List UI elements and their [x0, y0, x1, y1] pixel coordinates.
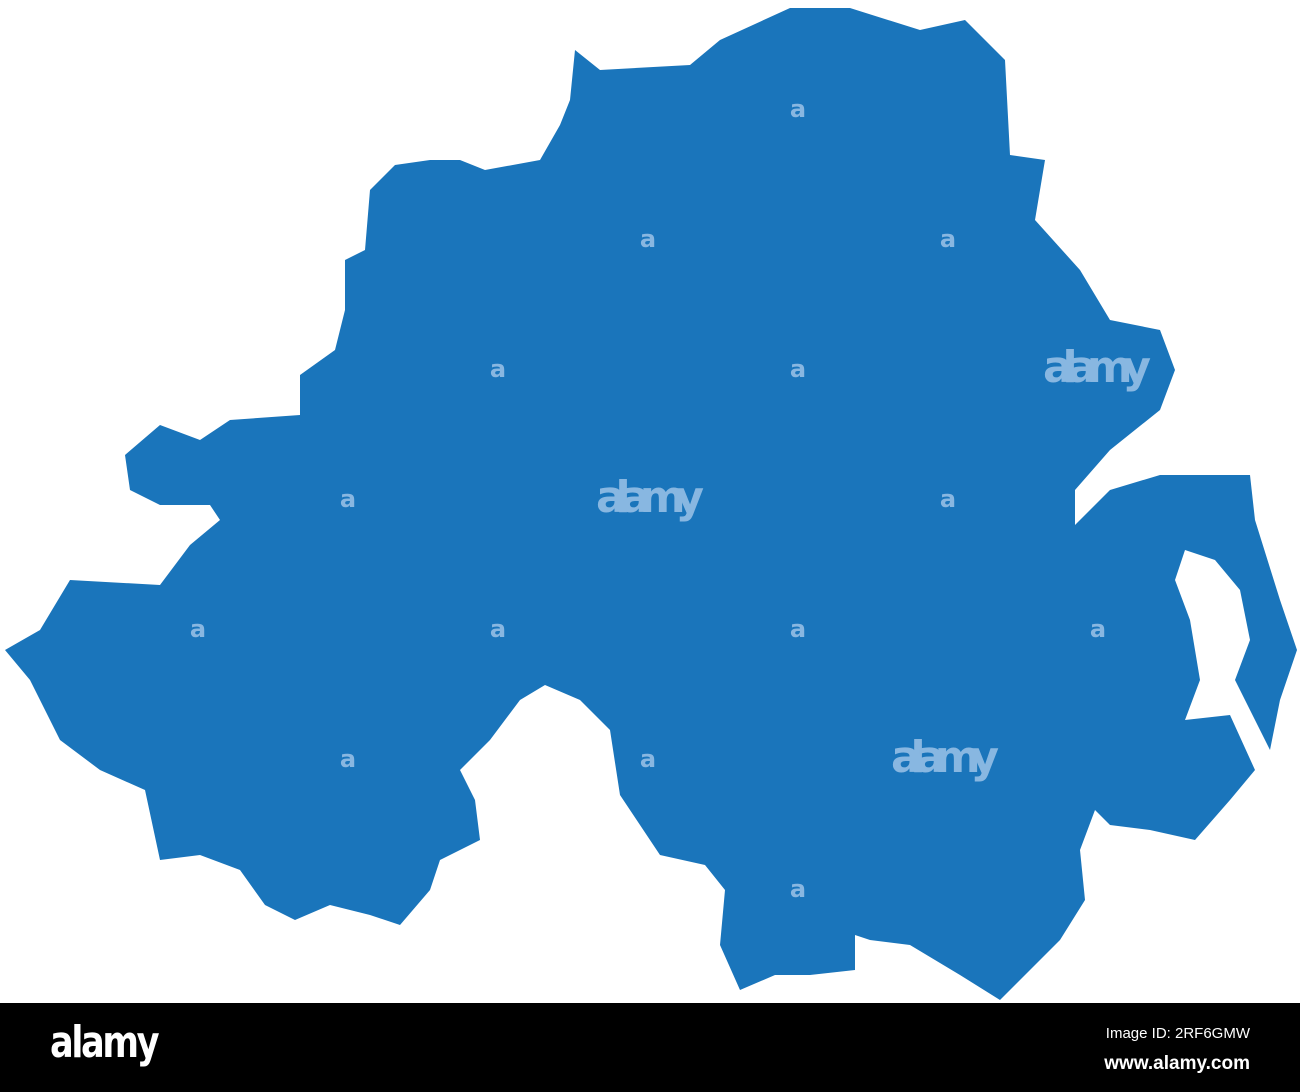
watermark-layer: alamy alamy alamy a a a a a a a a a a a a a a	[190, 95, 1151, 903]
watermark-mark: a	[340, 485, 356, 513]
watermark-mark: a	[190, 615, 206, 643]
site-url: www.alamy.com	[1104, 1053, 1250, 1074]
map-canvas: alamy alamy alamy a a a a a a a a a a a a a a	[5, 8, 1297, 1000]
watermark-mark: a	[490, 355, 506, 383]
watermark-text: alamy	[596, 472, 704, 523]
watermark-text: alamy	[1043, 342, 1151, 393]
watermark-mark: a	[940, 225, 956, 253]
image-id: Image ID: 2RF6GMW	[1105, 1025, 1250, 1042]
watermark-mark: a	[790, 95, 806, 123]
watermark-mark: a	[490, 615, 506, 643]
watermark-mark: a	[1090, 615, 1106, 643]
footer-bar: alamy Image ID: 2RF6GMW www.alamy.com	[0, 1003, 1300, 1092]
watermark-text: alamy	[891, 732, 999, 783]
watermark-mark: a	[940, 485, 956, 513]
watermark-mark: a	[340, 745, 356, 773]
watermark-mark: a	[640, 745, 656, 773]
watermark-mark: a	[790, 615, 806, 643]
watermark-mark: a	[790, 355, 806, 383]
watermark-mark: a	[640, 225, 656, 253]
alamy-logo: alamy	[50, 1017, 160, 1068]
watermark-mark: a	[790, 875, 806, 903]
northern-ireland-silhouette	[5, 8, 1297, 1000]
